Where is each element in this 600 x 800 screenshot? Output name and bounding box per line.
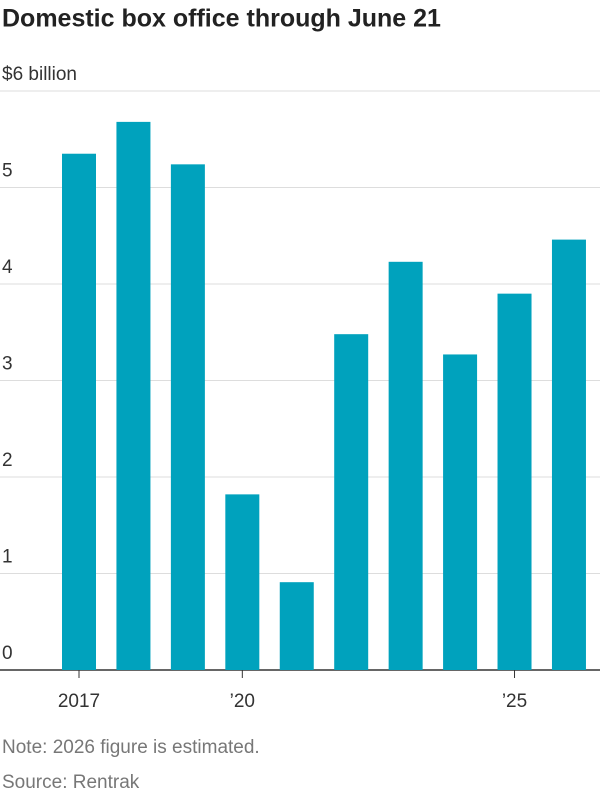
bar <box>170 164 205 670</box>
x-tick-label: 2017 <box>58 691 100 712</box>
bar <box>116 121 151 670</box>
bar <box>62 153 96 671</box>
bar <box>279 582 314 670</box>
bar <box>225 494 260 670</box>
source: Source: Rentrak <box>2 772 140 793</box>
y-tick-label: 4 <box>2 257 13 278</box>
chart-title: Domestic box office through June 21 <box>2 5 441 33</box>
bar <box>551 239 586 671</box>
bar <box>388 261 423 670</box>
bar <box>334 334 369 670</box>
y-tick-label: $6 billion <box>2 64 77 85</box>
bar <box>497 293 532 670</box>
y-tick-label: 0 <box>2 643 13 664</box>
x-tick-label: ’25 <box>502 691 527 712</box>
y-tick-label: 3 <box>2 354 13 375</box>
y-tick-label: 1 <box>2 547 13 568</box>
bar <box>443 354 478 670</box>
y-tick-label: 2 <box>2 450 13 471</box>
note: Note: 2026 figure is estimated. <box>2 737 260 758</box>
x-tick-label: ’20 <box>230 691 255 712</box>
y-tick-label: 5 <box>2 161 13 182</box>
